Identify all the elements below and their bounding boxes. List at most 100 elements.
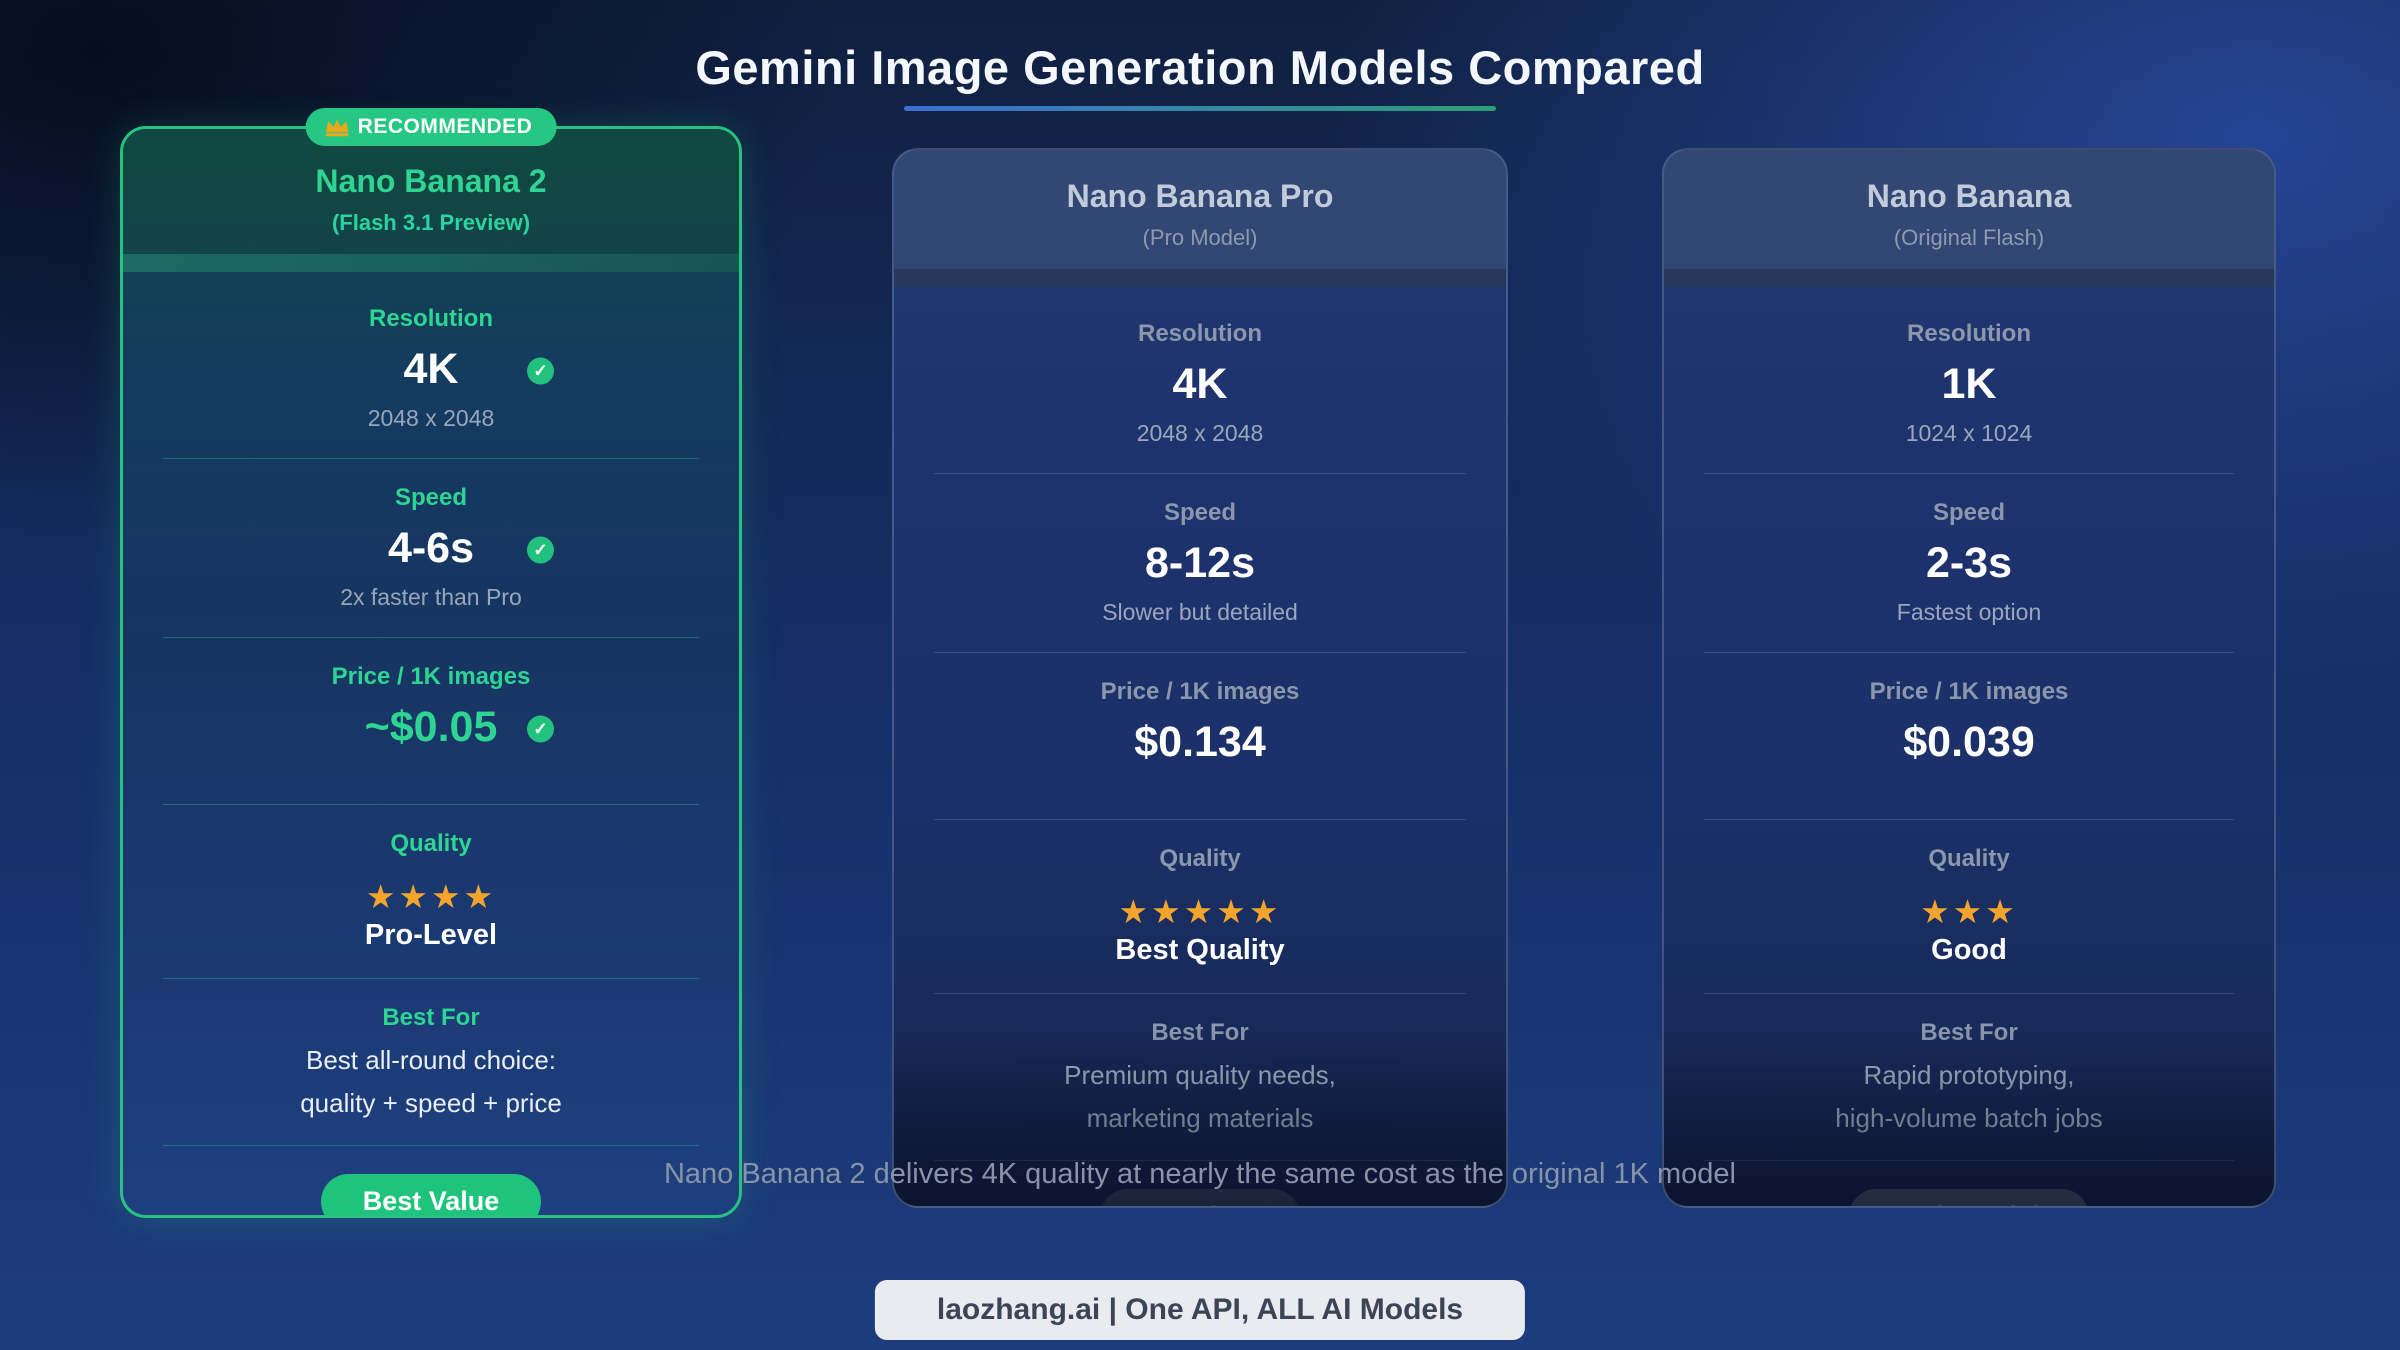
card-title: Nano Banana — [1866, 178, 2072, 214]
best-value-tag[interactable]: Best Value — [320, 1174, 542, 1215]
header-accent-band — [894, 269, 1506, 287]
recommended-badge: RECOMMENDED — [305, 108, 557, 146]
row-label: Quality — [1928, 845, 2010, 872]
row-label: Price / 1K images — [1100, 678, 1300, 705]
check-glyph: ✓ — [533, 540, 548, 560]
card-header: Nano Banana Pro (Pro Model) — [894, 150, 1506, 287]
bestfor-line: quality + speed + price — [300, 1087, 562, 1118]
recommended-badge-label: RECOMMENDED — [357, 115, 533, 138]
row-value: 4K — [1172, 360, 1228, 408]
check-glyph: ✓ — [533, 719, 548, 739]
card-header: Nano Banana 2 (Flash 3.1 Preview) — [123, 129, 739, 272]
row-label: Resolution — [1138, 320, 1262, 347]
model-card-nano-banana-pro: Nano Banana Pro (Pro Model) Resolution 4… — [892, 148, 1508, 1208]
footer-banner[interactable]: laozhang.ai | One API, ALL AI Models — [874, 1280, 1526, 1340]
row-value: ~$0.05 ✓ — [123, 703, 739, 752]
row-value: $0.039 — [1903, 718, 2035, 766]
divider — [163, 1145, 699, 1146]
row-sub: Slower but detailed — [1102, 599, 1298, 625]
quality-caption: Best Quality — [1115, 934, 1285, 966]
divider — [1703, 993, 2235, 994]
bestfor-row: Best For Best all-round choice: quality … — [123, 979, 739, 1145]
row-label: Price / 1K images — [1869, 678, 2069, 705]
spec-rows: Resolution 1K 1024 x 1024 Speed 2-3s Fas… — [1664, 287, 2274, 1206]
spec-rows: Resolution 4K ✓ 2048 x 2048 Speed 4-6s ✓… — [123, 272, 739, 1215]
card-title: Nano Banana Pro — [1066, 178, 1334, 214]
bestfor-row: Best For Rapid prototyping, high-volume … — [1664, 994, 2274, 1160]
quality-row: Quality ★★★★ Pro-Level — [123, 805, 739, 978]
row-sub: Fastest option — [1896, 599, 2042, 625]
row-label: Speed — [394, 484, 468, 511]
bestfor-line: marketing materials — [1086, 1102, 1314, 1133]
card-title: Nano Banana 2 — [315, 163, 547, 199]
row-value-text: 4K — [403, 345, 459, 393]
row-value-text: ~$0.05 — [364, 703, 498, 751]
card-subtitle: (Original Flash) — [1893, 225, 2045, 250]
quality-stars: ★★★ — [1920, 893, 2018, 930]
bestfor-line: Best all-round choice: — [305, 1045, 557, 1075]
check-icon: ✓ — [527, 357, 554, 385]
quality-stars: ★★★★★ — [1118, 893, 1282, 930]
row-value: 4K ✓ — [123, 345, 739, 394]
header-accent-band — [1664, 269, 2274, 287]
bestfor-row: Best For Premium quality needs, marketin… — [894, 994, 1506, 1160]
check-glyph: ✓ — [533, 361, 548, 381]
price-row: Price / 1K images ~$0.05 ✓ — [123, 638, 739, 804]
row-value: $0.134 — [1134, 718, 1266, 766]
speed-row: Speed 4-6s ✓ 2x faster than Pro — [123, 459, 739, 637]
resolution-row: Resolution 4K ✓ 2048 x 2048 — [123, 280, 739, 458]
divider — [163, 804, 699, 805]
quality-row: Quality ★★★★★ Best Quality — [894, 820, 1506, 993]
model-card-nano-banana: Nano Banana (Original Flash) Resolution … — [1662, 148, 2276, 1208]
check-icon: ✓ — [527, 536, 554, 564]
divider — [1703, 652, 2235, 653]
row-label: Resolution — [369, 305, 493, 332]
row-value: 8-12s — [1145, 539, 1255, 587]
row-label: Quality — [390, 830, 472, 857]
summary-note: Nano Banana 2 delivers 4K quality at nea… — [663, 1158, 1736, 1190]
divider — [933, 819, 1467, 820]
spec-rows: Resolution 4K 2048 x 2048 Speed 8-12s Sl… — [894, 287, 1506, 1206]
header-accent-band — [123, 254, 739, 272]
model-card-nano-banana-2: Nano Banana 2 (Flash 3.1 Preview) Resolu… — [120, 126, 742, 1218]
row-label: Best For — [1920, 1019, 2018, 1046]
card-subtitle: (Flash 3.1 Preview) — [331, 210, 531, 235]
crown-icon — [324, 117, 351, 138]
bestfor-line: Premium quality needs, — [1064, 1060, 1336, 1090]
row-sub: 1024 x 1024 — [1905, 420, 2033, 446]
bestfor-line: high-volume batch jobs — [1835, 1102, 2103, 1133]
row-sub: 2048 x 2048 — [367, 405, 495, 431]
price-row: Price / 1K images $0.039 — [1664, 653, 2274, 819]
divider — [163, 637, 699, 638]
bestfor-line: Rapid prototyping, — [1863, 1060, 2075, 1090]
row-label: Resolution — [1907, 320, 2031, 347]
row-label: Best For — [1151, 1019, 1249, 1046]
check-icon: ✓ — [527, 715, 554, 743]
divider — [1703, 819, 2235, 820]
quality-row: Quality ★★★ Good — [1664, 820, 2274, 993]
row-sub: 2048 x 2048 — [1136, 420, 1264, 446]
speed-row: Speed 8-12s Slower but detailed — [894, 474, 1506, 652]
row-label: Quality — [1159, 845, 1241, 872]
divider — [163, 458, 699, 459]
card-subtitle: (Pro Model) — [1142, 225, 1258, 250]
card-header: Nano Banana (Original Flash) — [1664, 150, 2274, 287]
page-title: Gemini Image Generation Models Compared — [695, 41, 1705, 94]
title-underline — [904, 106, 1496, 111]
row-value: 2-3s — [1925, 539, 2013, 587]
resolution-row: Resolution 1K 1024 x 1024 — [1664, 295, 2274, 473]
row-label: Best For — [382, 1004, 480, 1031]
row-label: Speed — [1932, 499, 2006, 526]
quality-caption: Good — [1931, 934, 2007, 966]
premium-tag[interactable]: Premium — [1100, 1189, 1300, 1206]
speed-row: Speed 2-3s Fastest option — [1664, 474, 2274, 652]
divider — [1703, 473, 2235, 474]
row-label: Price / 1K images — [331, 663, 531, 690]
price-row: Price / 1K images $0.134 — [894, 653, 1506, 819]
resolution-row: Resolution 4K 2048 x 2048 — [894, 295, 1506, 473]
row-sub: 2x faster than Pro — [340, 584, 522, 610]
row-value-text: 4-6s — [387, 524, 475, 572]
budget-pick-tag[interactable]: Budget Pick — [1848, 1189, 2090, 1206]
divider — [163, 978, 699, 979]
